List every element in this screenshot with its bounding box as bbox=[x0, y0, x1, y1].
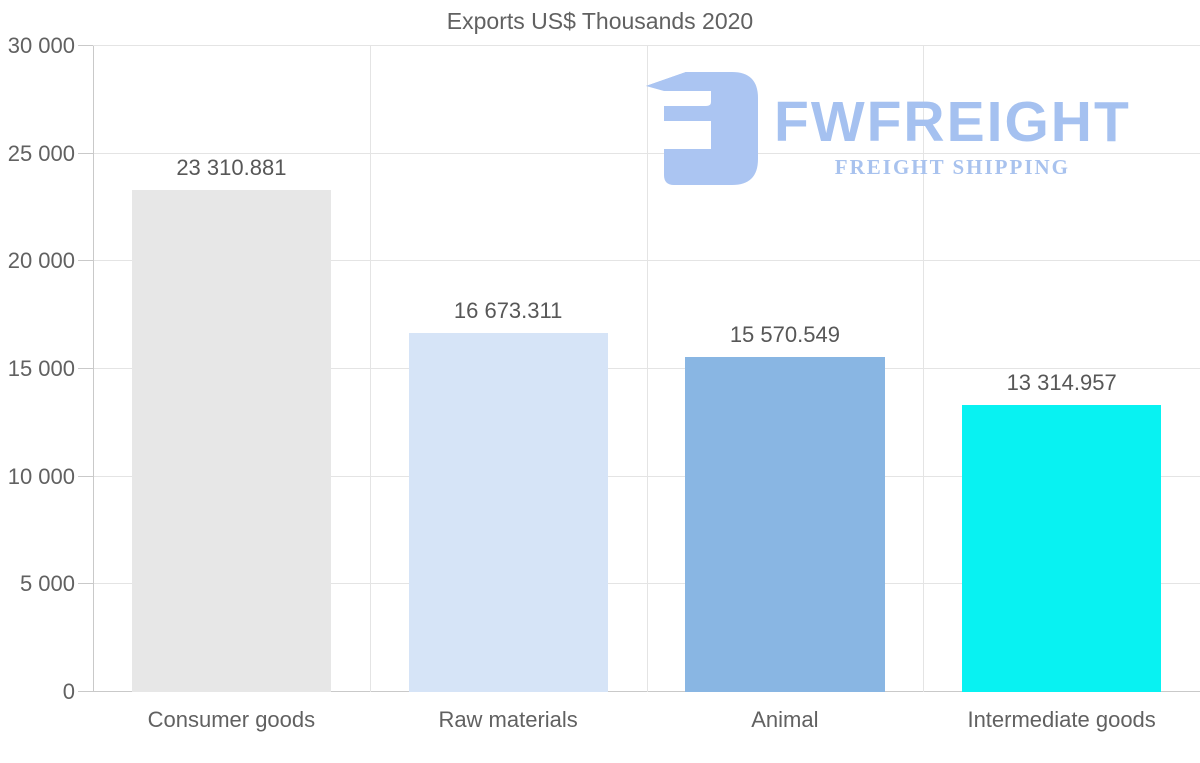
y-tick-label-20000: 20 000 bbox=[7, 248, 75, 274]
bar-value-label-raw-materials: 16 673.311 bbox=[453, 297, 563, 323]
y-tick-label-0: 0 bbox=[62, 679, 75, 704]
x-category-label-animal: Animal bbox=[751, 707, 819, 732]
y-tick-label-15000: 15 000 bbox=[7, 356, 75, 381]
bar-intermediate-goods: 13 314.957 bbox=[962, 370, 1162, 692]
grid-line-v-1 bbox=[369, 46, 371, 692]
bar-value-label-animal: 15 570.549 bbox=[729, 321, 840, 347]
y-tick-mark-10000 bbox=[78, 475, 93, 477]
y-axis: 0 5 000 10 000 15 000 20 000 25 000 30 000 bbox=[0, 33, 93, 704]
y-tick-label-5000: 5 000 bbox=[19, 571, 75, 597]
brand-name: FWFREIGHT bbox=[774, 90, 1131, 154]
plot-area: 23 310.881 16 673.311 15 570.549 13 314.957 bbox=[93, 45, 1200, 692]
y-tick-mark-0 bbox=[78, 691, 93, 692]
bar-value-label-consumer-goods: 23 310.881 bbox=[176, 155, 287, 181]
y-axis-line bbox=[93, 46, 94, 692]
grid-line-v-2 bbox=[646, 46, 648, 692]
bars: 23 310.881 16 673.311 15 570.549 13 314.957 bbox=[93, 46, 1200, 692]
bar-slot-raw-materials: 16 673.311 bbox=[370, 46, 647, 692]
x-category-label-intermediate-goods: Intermediate goods bbox=[967, 707, 1156, 732]
bar-slot-intermediate-goods: 13 314.957 bbox=[923, 46, 1200, 692]
x-axis: Consumer goods Raw materials Animal Interme… bbox=[93, 692, 1200, 763]
y-tick-mark-25000 bbox=[78, 152, 93, 154]
y-tick-label-10000: 10 000 bbox=[7, 463, 75, 489]
x-category-label-raw-materials: Raw materials bbox=[438, 707, 578, 732]
fwfreight-logo-icon bbox=[646, 72, 758, 185]
bar-consumer-goods: 23 310.881 bbox=[131, 155, 331, 692]
bar-value-label-intermediate-goods: 13 314.957 bbox=[1006, 370, 1117, 396]
y-tick-mark-5000 bbox=[78, 583, 93, 585]
bar-slot-animal: 15 570.549 bbox=[647, 46, 924, 692]
brand-text-block: FWFREIGHT FREIGHT SHIPPING bbox=[774, 72, 1131, 180]
bar-animal: 15 570.549 bbox=[685, 322, 885, 692]
y-tick-label-30000: 30 000 bbox=[7, 33, 75, 58]
brand-tagline: FREIGHT SHIPPING bbox=[834, 155, 1070, 179]
grid-line-h-30000 bbox=[93, 45, 1200, 46]
brand-watermark: FWFREIGHT FREIGHT SHIPPING bbox=[646, 72, 1131, 185]
chart-title: Exports US$ Thousands 2020 bbox=[446, 8, 754, 34]
bar-slot-consumer-goods: 23 310.881 bbox=[93, 46, 370, 692]
y-tick-mark-15000 bbox=[78, 368, 93, 369]
y-tick-label-25000: 25 000 bbox=[7, 140, 75, 166]
bar-raw-materials: 16 673.311 bbox=[408, 298, 608, 692]
grid-line-v-3 bbox=[923, 46, 925, 692]
x-category-label-consumer-goods: Consumer goods bbox=[147, 707, 316, 732]
y-tick-mark-30000 bbox=[78, 45, 93, 46]
y-tick-mark-20000 bbox=[78, 260, 93, 262]
